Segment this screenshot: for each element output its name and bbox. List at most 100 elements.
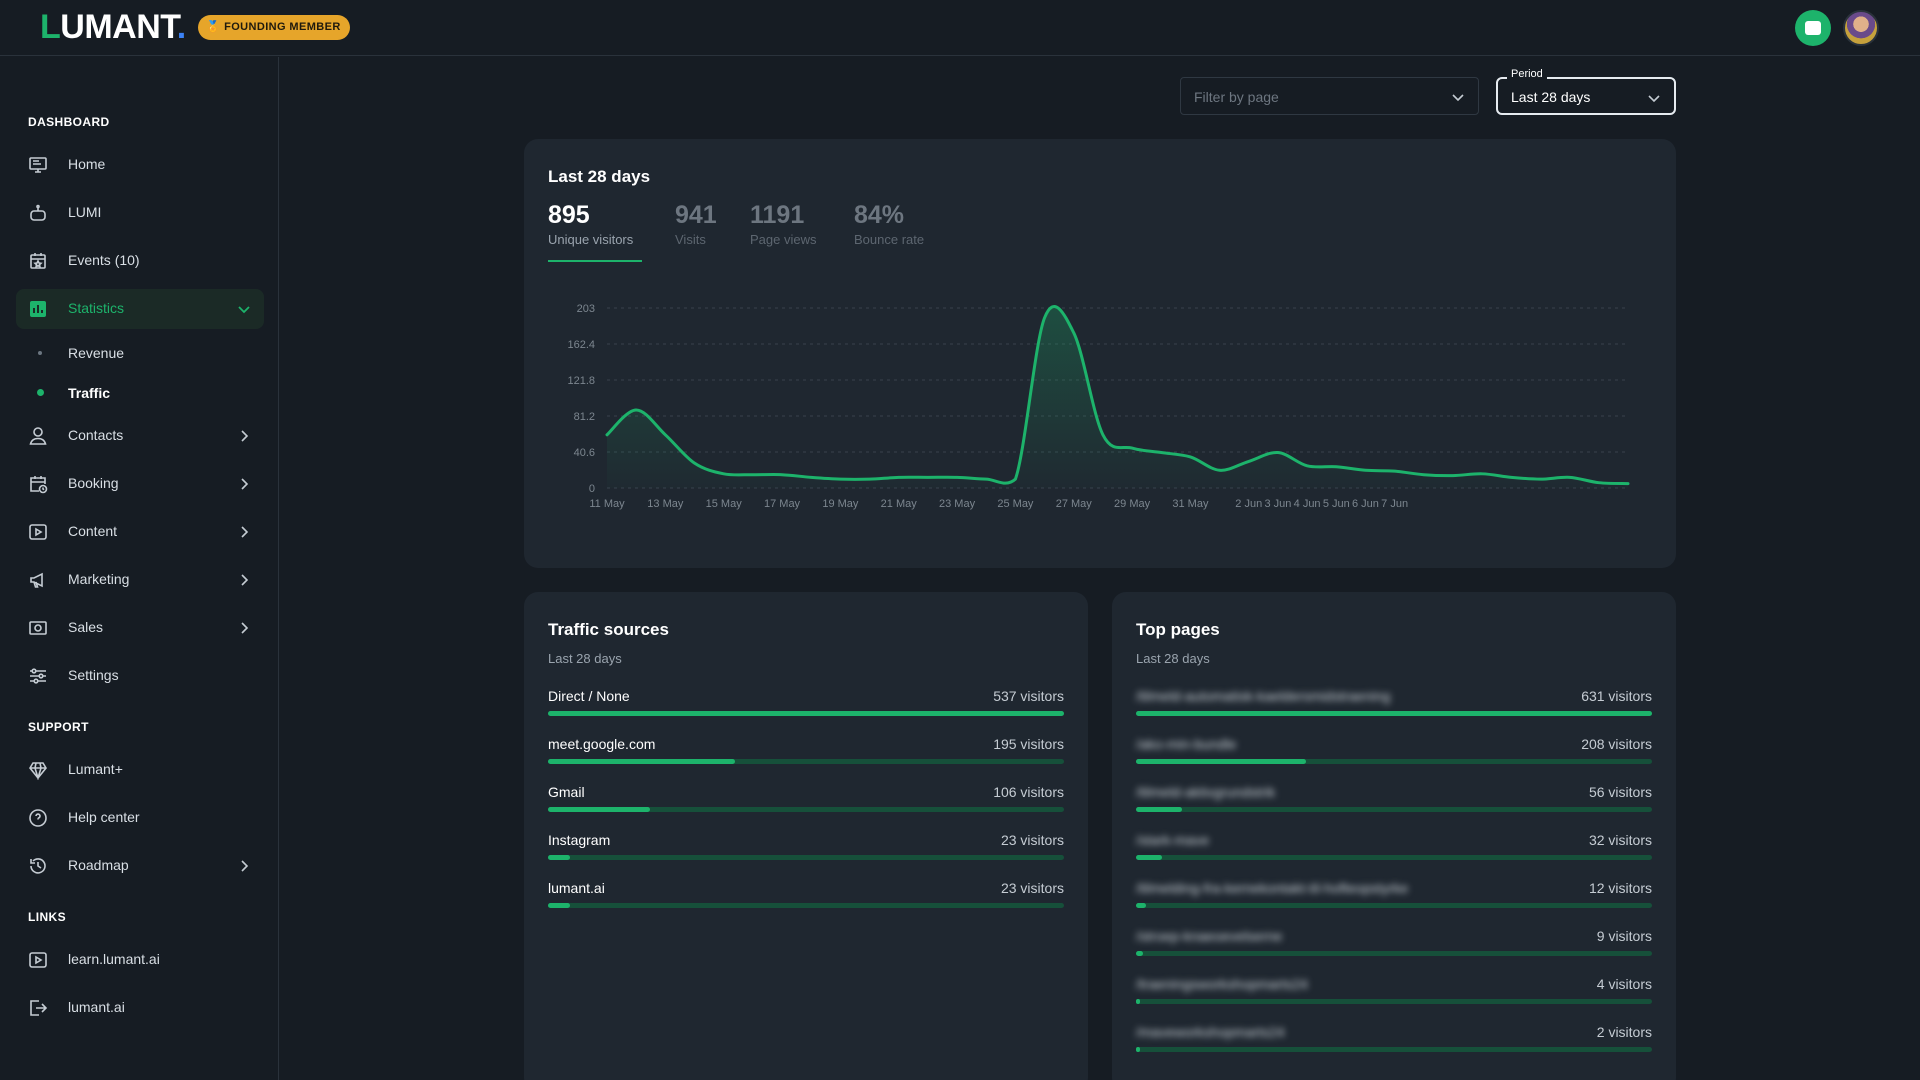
sidebar-item-roadmap[interactable]: Roadmap — [16, 846, 264, 886]
avatar[interactable] — [1843, 10, 1879, 46]
chevron-right-icon — [241, 622, 249, 634]
sliders-icon — [30, 668, 46, 684]
monitor-icon — [29, 157, 47, 173]
lumant-logo[interactable]: LUMANT. — [40, 8, 186, 46]
kpi-active-indicator — [548, 260, 642, 262]
list-item-count: 32 visitors — [1588, 832, 1652, 848]
list-item-name: /tilmeld-aktivgrundstrik — [1136, 784, 1276, 800]
megaphone-icon — [30, 572, 43, 588]
list-item-count: 208 visitors — [1581, 736, 1652, 752]
sidebar-item-statistics[interactable]: Statistics — [16, 289, 264, 329]
list-item-count: 4 visitors — [1596, 976, 1652, 992]
list-item-count: 23 visitors — [1000, 832, 1064, 848]
page-filter-select[interactable]: Filter by page — [1180, 77, 1479, 115]
top-pages-card: Top pages Last 28 days /tilmeld-automati… — [1112, 592, 1676, 1080]
chevron-right-icon — [241, 574, 249, 586]
sidebar-item-sales[interactable]: Sales — [16, 608, 264, 648]
progress-track — [1136, 999, 1652, 1004]
x-tick-label: 23 May — [939, 498, 976, 510]
progress-track — [548, 759, 1064, 764]
top-pages-subtitle: Last 28 days — [1136, 651, 1210, 666]
y-tick-label: 0 — [589, 483, 595, 495]
section-title-links: LINKS — [28, 910, 66, 924]
list-item-name: Direct / None — [548, 688, 630, 704]
list-item[interactable]: /stroep-knaeoevelserne 9 visitors — [1136, 928, 1652, 964]
kpi-page-views[interactable]: 1191 Page views — [750, 201, 817, 247]
progress-fill — [1136, 855, 1163, 860]
external-icon — [30, 1000, 48, 1016]
list-item[interactable]: /tilmeld-aktivgrundstrik 56 visitors — [1136, 784, 1652, 820]
diamond-icon — [29, 762, 47, 780]
x-tick-label: 5 Jun — [1323, 498, 1350, 510]
sidebar-item-home[interactable]: Home — [16, 145, 264, 185]
bullet-icon — [37, 389, 44, 396]
chevron-right-icon — [241, 478, 249, 490]
help-icon — [29, 809, 47, 827]
list-item-count: 195 visitors — [993, 736, 1064, 752]
kpi-bounce-rate[interactable]: 84% Bounce rate — [854, 201, 925, 247]
progress-track — [548, 903, 1064, 908]
sidebar-item-booking[interactable]: Booking — [16, 464, 264, 504]
period-select[interactable]: Last 28 days — [1496, 77, 1676, 115]
sidebar-subitem-traffic[interactable]: Traffic — [16, 378, 264, 408]
chevron-down-icon — [1452, 94, 1464, 102]
chevron-down-icon — [238, 306, 250, 314]
list-item[interactable]: /stark-mave 32 visitors — [1136, 832, 1652, 868]
kpi-unique-visitors[interactable]: 895 Unique visitors — [548, 201, 634, 247]
list-item[interactable]: lumant.ai 23 visitors — [548, 880, 1064, 916]
list-item[interactable]: /traeningsworkshopmarts24 4 visitors — [1136, 976, 1652, 1012]
progress-track — [1136, 903, 1652, 908]
traffic-chart: 0 40.6 81.2 121.8 162.4 203 11 May 13 May 15 May… — [567, 303, 1630, 510]
play-icon — [29, 952, 47, 968]
chat-icon — [1805, 21, 1821, 35]
sidebar-item-events[interactable]: Events (10) — [16, 241, 264, 281]
x-tick-label: 11 May — [589, 498, 625, 510]
list-item[interactable]: Gmail 106 visitors — [548, 784, 1064, 820]
kpi-visits[interactable]: 941 Visits — [675, 201, 717, 247]
list-item[interactable]: meet.google.com 195 visitors — [548, 736, 1064, 772]
list-item-name: Instagram — [548, 832, 611, 848]
x-tick-label: 19 May — [822, 498, 859, 510]
sidebar-item-lumi[interactable]: LUMI — [16, 193, 264, 233]
traffic-sources-title: Traffic sources — [548, 620, 669, 639]
progress-fill — [1136, 807, 1182, 812]
list-item[interactable]: /maveworkshopmarts24 2 visitors — [1136, 1024, 1652, 1060]
sidebar-item-help-center[interactable]: Help center — [16, 798, 264, 838]
calendar-star-icon — [30, 253, 46, 269]
chevron-down-icon — [1648, 95, 1660, 103]
history-icon — [30, 858, 46, 874]
section-title-dashboard: DASHBOARD — [28, 115, 110, 129]
list-item[interactable]: Direct / None 537 visitors — [548, 688, 1064, 724]
chevron-right-icon — [241, 526, 249, 538]
list-item[interactable]: /ako-min-bundle 208 visitors — [1136, 736, 1652, 772]
list-item[interactable]: /tilmeld-automatisk-kaeldersmidstraening… — [1136, 688, 1652, 724]
chevron-right-icon — [241, 430, 249, 442]
list-item-name: /tilmelding-fra-kernekontakt-til-hofteop… — [1136, 880, 1409, 896]
sidebar-item-settings[interactable]: Settings — [16, 656, 264, 696]
sidebar-item-contacts[interactable]: Contacts — [16, 416, 264, 456]
overview-title: Last 28 days — [548, 167, 651, 186]
chat-button[interactable] — [1795, 10, 1831, 46]
sidebar-subitem-revenue[interactable]: Revenue — [16, 338, 264, 368]
x-tick-label: 3 Jun — [1264, 498, 1291, 510]
series-line[interactable] — [605, 304, 1630, 486]
progress-fill — [548, 807, 650, 812]
traffic-sources-card: Traffic sources Last 28 days Direct / No… — [524, 592, 1088, 1080]
robot-icon — [30, 204, 46, 221]
list-item-count: 23 visitors — [1000, 880, 1064, 896]
list-item-name: lumant.ai — [548, 880, 605, 896]
list-item[interactable]: Instagram 23 visitors — [548, 832, 1064, 868]
calendar-clock-icon — [30, 476, 48, 494]
y-tick-label: 81.2 — [574, 411, 595, 423]
list-item-name: meet.google.com — [548, 736, 656, 752]
sidebar-item-content[interactable]: Content — [16, 512, 264, 552]
sidebar-item-lumant-plus[interactable]: Lumant+ — [16, 750, 264, 790]
list-item[interactable]: /tilmelding-fra-kernekontakt-til-hofteop… — [1136, 880, 1652, 916]
progress-fill — [548, 759, 736, 764]
sidebar-link-learn[interactable]: learn.lumant.ai — [16, 940, 264, 980]
list-item-count: 537 visitors — [993, 688, 1064, 704]
list-item-count: 106 visitors — [993, 784, 1064, 800]
sidebar-link-lumant[interactable]: lumant.ai — [16, 988, 264, 1028]
progress-track — [1136, 807, 1652, 812]
sidebar-item-marketing[interactable]: Marketing — [16, 560, 264, 600]
